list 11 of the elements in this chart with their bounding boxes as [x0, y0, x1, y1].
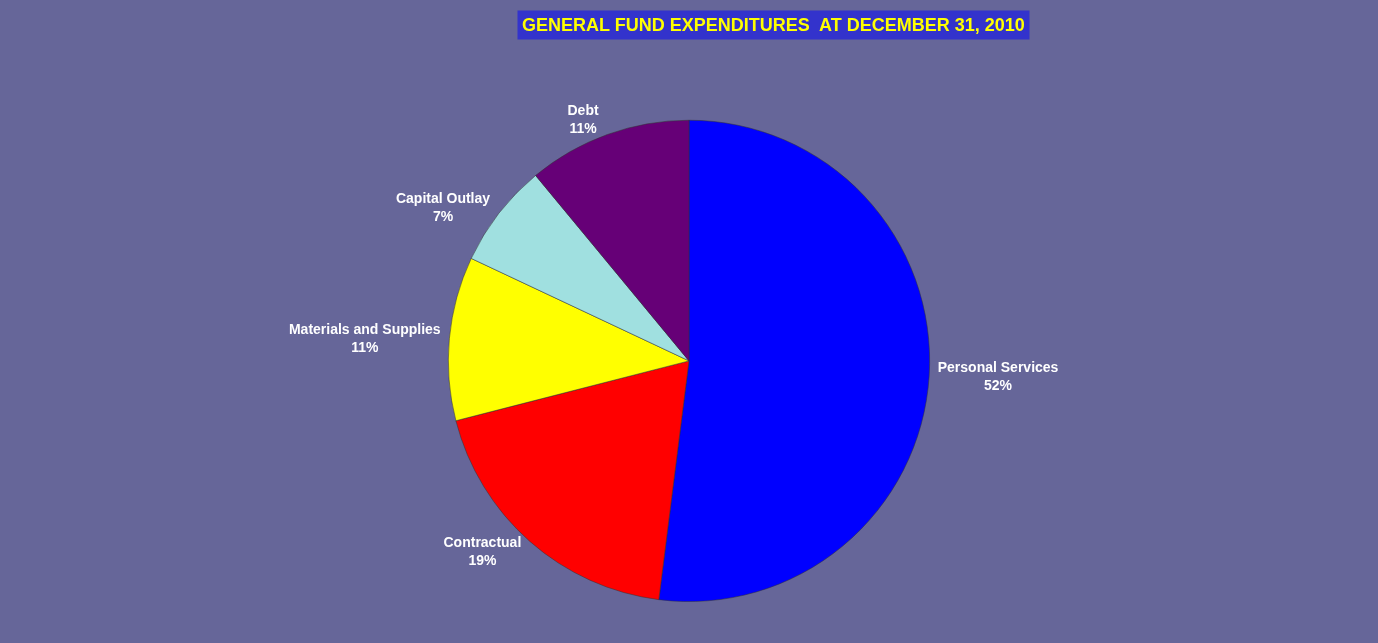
slice-label: Capital Outlay — [395, 189, 491, 206]
slice-label: Contractual — [443, 533, 522, 550]
chart-title: GENERAL FUND EXPENDITURES AT DECEMBER 31, 2010 — [522, 15, 1025, 35]
slice-label: Personal Services — [937, 358, 1059, 375]
data-label: 11% — [569, 120, 598, 137]
data-label: 7% — [432, 208, 454, 225]
data-label: 52% — [984, 377, 1013, 394]
data-label: 11% — [351, 339, 379, 356]
slice-label: Materials and Supplies — [288, 320, 441, 337]
slice-label: Debt — [567, 102, 599, 119]
data-label: 19% — [468, 552, 497, 569]
